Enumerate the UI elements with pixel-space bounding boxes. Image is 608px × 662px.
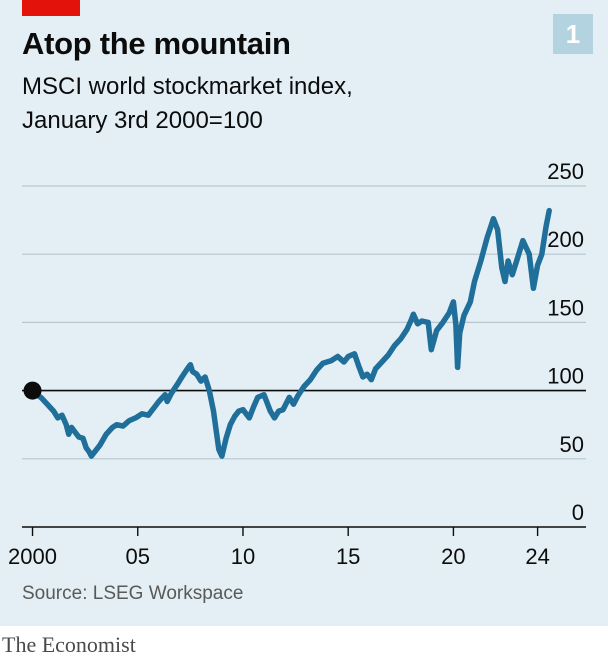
x-tick-label: 15 <box>336 544 360 569</box>
x-tick-label: 2000 <box>8 544 57 569</box>
y-tick-label: 150 <box>547 295 584 320</box>
y-tick-label: 0 <box>572 500 584 525</box>
y-tick-label: 200 <box>547 227 584 252</box>
y-tick-label: 100 <box>547 364 584 389</box>
x-tick-label: 10 <box>231 544 255 569</box>
source-note: Source: LSEG Workspace <box>22 583 244 604</box>
series-line-msci-world <box>29 207 552 459</box>
publisher-logo: The Economist <box>2 632 136 657</box>
subtitle-line-1: MSCI world stockmarket index, <box>22 73 353 100</box>
x-tick-label: 20 <box>441 544 465 569</box>
red-brand-tab <box>22 0 80 16</box>
subtitle-line-2: January 3rd 2000=100 <box>22 107 263 134</box>
chart-panel <box>0 0 608 626</box>
chart-title: Atop the mountain <box>22 26 291 61</box>
y-tick-label: 250 <box>547 159 584 184</box>
start-marker-dot <box>23 381 42 400</box>
x-tick-label: 05 <box>126 544 150 569</box>
line-chart: 0 50 100 150 200 250 2000 05 10 15 20 24 <box>8 159 586 569</box>
chart-number-badge: 1 <box>553 14 593 54</box>
chart-subtitle: MSCI world stockmarket index, January 3r… <box>22 70 353 138</box>
y-tick-label: 50 <box>560 432 584 457</box>
x-tick-label: 24 <box>525 544 549 569</box>
